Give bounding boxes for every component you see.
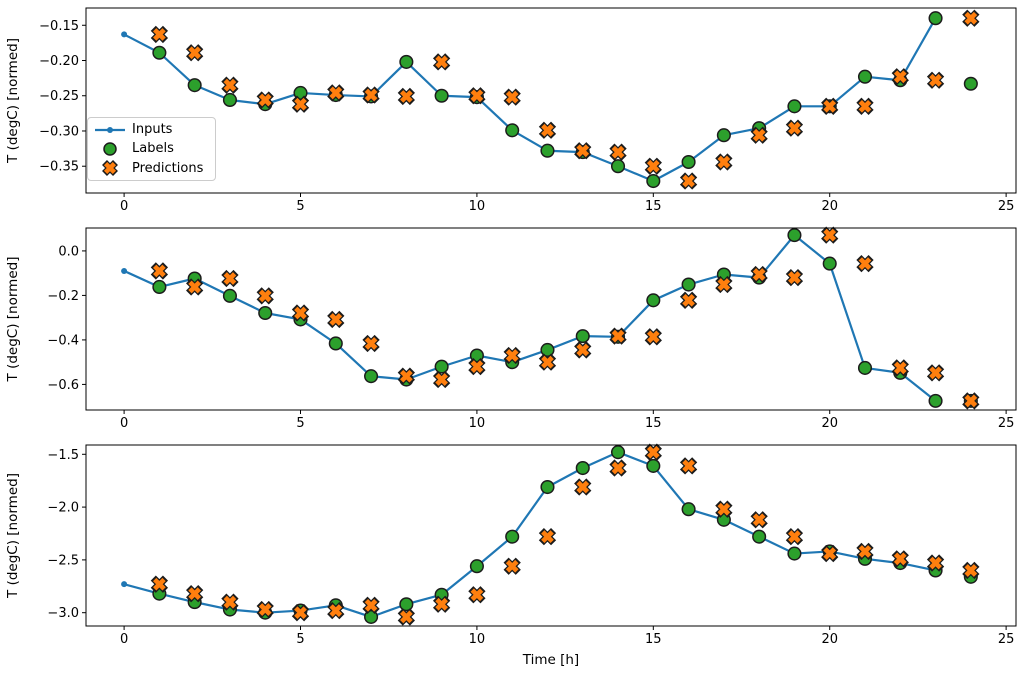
svg-text:T (degC) [normed]: T (degC) [normed] — [5, 38, 21, 164]
legend-label-inputs: Inputs — [132, 122, 173, 138]
legend-label-predictions: Predictions — [132, 160, 204, 176]
svg-text:−0.4: −0.4 — [47, 333, 79, 348]
inputs-line-icon — [88, 124, 132, 136]
svg-text:20: 20 — [821, 416, 838, 431]
labels-circle-icon — [88, 141, 132, 157]
svg-text:−3.0: −3.0 — [47, 606, 79, 621]
svg-text:0.0: 0.0 — [58, 244, 79, 259]
svg-text:20: 20 — [821, 199, 838, 214]
svg-text:20: 20 — [821, 632, 838, 647]
svg-text:−2.0: −2.0 — [47, 501, 79, 516]
legend-label-labels: Labels — [132, 141, 174, 157]
svg-text:10: 10 — [469, 416, 486, 431]
svg-text:15: 15 — [645, 199, 662, 214]
svg-text:10: 10 — [469, 632, 486, 647]
svg-text:−0.2: −0.2 — [47, 289, 79, 304]
svg-text:Time [h]: Time [h] — [522, 652, 579, 668]
svg-text:−0.25: −0.25 — [39, 89, 79, 104]
svg-text:−0.30: −0.30 — [39, 124, 79, 139]
legend: Inputs Labels Predictions — [87, 117, 216, 181]
svg-text:5: 5 — [296, 199, 304, 214]
svg-text:−0.35: −0.35 — [39, 160, 79, 175]
svg-text:0: 0 — [120, 416, 128, 431]
svg-text:25: 25 — [998, 632, 1015, 647]
legend-item-predictions: Predictions — [88, 159, 215, 178]
svg-text:−0.6: −0.6 — [47, 378, 79, 393]
svg-text:25: 25 — [998, 199, 1015, 214]
svg-text:5: 5 — [296, 632, 304, 647]
svg-text:0: 0 — [120, 199, 128, 214]
svg-text:−2.5: −2.5 — [47, 553, 79, 568]
svg-text:10: 10 — [469, 199, 486, 214]
svg-text:0: 0 — [120, 632, 128, 647]
svg-text:−1.5: −1.5 — [47, 448, 79, 463]
svg-text:−0.20: −0.20 — [39, 54, 79, 69]
svg-text:T (degC) [normed]: T (degC) [normed] — [5, 257, 21, 383]
svg-text:5: 5 — [296, 416, 304, 431]
svg-text:−0.15: −0.15 — [39, 19, 79, 34]
svg-text:15: 15 — [645, 632, 662, 647]
svg-text:15: 15 — [645, 416, 662, 431]
svg-text:T (degC) [normed]: T (degC) [normed] — [5, 473, 21, 599]
legend-item-inputs: Inputs — [88, 120, 215, 139]
legend-item-labels: Labels — [88, 139, 215, 158]
predictions-x-icon — [88, 160, 132, 177]
svg-text:25: 25 — [998, 416, 1015, 431]
